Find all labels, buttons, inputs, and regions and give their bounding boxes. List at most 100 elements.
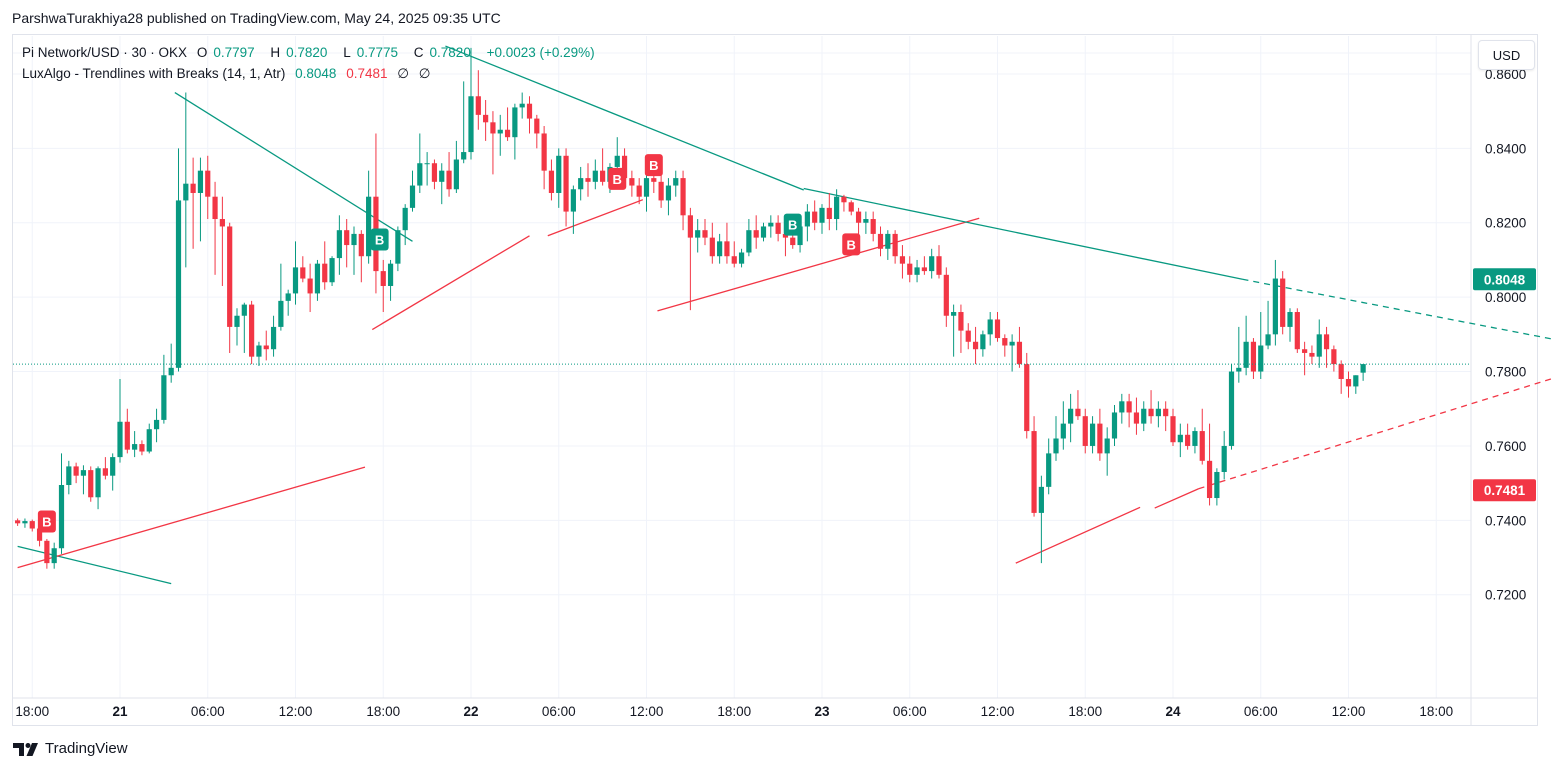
candle-body — [980, 334, 986, 350]
candle — [929, 248, 935, 279]
candle — [943, 267, 949, 327]
publisher-caption: ParshwaTurakhiya28 published on TradingV… — [12, 10, 501, 26]
candle-body — [775, 222, 781, 234]
candle — [409, 170, 416, 212]
time-tick-label: 18:00 — [15, 704, 49, 719]
candle — [249, 300, 255, 365]
symbol-legend[interactable]: Pi Network/USD · 30 · OKX O 0.7797 H 0.782… — [22, 45, 601, 60]
candle-body — [848, 202, 854, 212]
candle — [877, 226, 884, 257]
candle-body — [855, 211, 862, 223]
candle-body — [826, 207, 832, 220]
candle — [15, 518, 21, 526]
candle — [1199, 408, 1205, 465]
grid — [12, 34, 1538, 726]
candle-body — [314, 263, 321, 294]
break-label-text: B — [42, 514, 51, 529]
candle — [1177, 423, 1183, 458]
candle — [1016, 326, 1023, 368]
price-tick-label: 0.7800 — [1485, 365, 1526, 380]
candle — [1294, 308, 1300, 353]
support-trendline — [371, 235, 530, 331]
price-marker-background — [1473, 479, 1536, 502]
candle-body — [1031, 431, 1037, 513]
candle — [314, 259, 321, 301]
candle-body — [1214, 471, 1220, 499]
candle-body — [1228, 371, 1235, 446]
candle-body — [132, 444, 138, 450]
candle-body — [563, 155, 569, 212]
candle — [965, 323, 971, 350]
candle — [724, 222, 730, 264]
time-tick-label: 12:00 — [981, 704, 1015, 719]
candle-body — [1272, 278, 1278, 335]
candle-body — [1060, 423, 1066, 439]
candle-body — [146, 429, 152, 452]
candle — [841, 194, 847, 212]
candle — [907, 256, 913, 283]
candle — [1360, 364, 1366, 381]
candle — [1265, 300, 1271, 350]
currency-button[interactable]: USD — [1478, 40, 1535, 70]
candle-body — [402, 207, 408, 231]
candle — [1345, 371, 1352, 398]
candle-body — [972, 341, 979, 350]
candle — [270, 315, 277, 357]
price-marker-label: 0.8048 — [1484, 272, 1526, 287]
break-label-background — [37, 510, 56, 533]
candle — [483, 99, 489, 141]
candle-body — [578, 178, 584, 190]
candle — [168, 343, 174, 383]
candle — [1323, 326, 1330, 368]
candle — [775, 215, 781, 242]
resistance-trendline — [17, 545, 172, 585]
time-tick-label: 24 — [1165, 704, 1181, 719]
candle-body — [58, 485, 65, 549]
time-tick-label: 06:00 — [542, 704, 576, 719]
tradingview-brand[interactable]: TradingView — [13, 740, 128, 757]
candle-body — [994, 319, 1001, 339]
candle — [102, 457, 108, 480]
candle-body — [190, 183, 196, 193]
candle — [1097, 408, 1103, 461]
candle — [490, 111, 496, 175]
resistance-trendline — [445, 45, 804, 191]
candle — [1309, 345, 1315, 365]
time-tick-label: 21 — [112, 704, 128, 719]
candle-body — [1053, 438, 1059, 454]
candle — [497, 114, 503, 156]
candle — [673, 170, 679, 197]
candle — [914, 259, 920, 283]
candle — [227, 222, 233, 353]
indicator-name[interactable]: LuxAlgo - Trendlines with Breaks (14, 1,… — [22, 66, 286, 81]
time-tick-label: 18:00 — [1419, 704, 1453, 719]
candle-body — [1199, 431, 1205, 461]
candle — [300, 256, 306, 283]
candle — [534, 114, 540, 149]
candle-body — [1243, 341, 1249, 368]
candle-body — [110, 457, 116, 476]
symbol-name[interactable]: Pi Network/USD · 30 · OKX — [22, 45, 188, 60]
candle-body — [570, 189, 576, 212]
candle-body — [66, 466, 72, 486]
candle — [826, 192, 832, 231]
candle — [256, 341, 262, 366]
candle-body — [80, 470, 87, 476]
trendlines — [17, 45, 1553, 585]
close-value: 0.7820 — [429, 45, 471, 60]
break-label-text: B — [375, 232, 384, 247]
candle — [132, 431, 138, 458]
candle-body — [329, 258, 335, 283]
candle — [380, 259, 386, 313]
break-label-background — [644, 154, 663, 177]
indicator-legend[interactable]: LuxAlgo - Trendlines with Breaks (14, 1,… — [22, 66, 437, 82]
candle — [519, 92, 525, 119]
candle-body — [812, 211, 818, 223]
price-axis-marker: 0.8048 — [1473, 268, 1536, 291]
candle — [307, 263, 313, 313]
candle — [980, 330, 986, 357]
break-label-background — [608, 167, 627, 190]
candle-body — [1309, 352, 1315, 357]
candle-body — [1287, 312, 1293, 327]
